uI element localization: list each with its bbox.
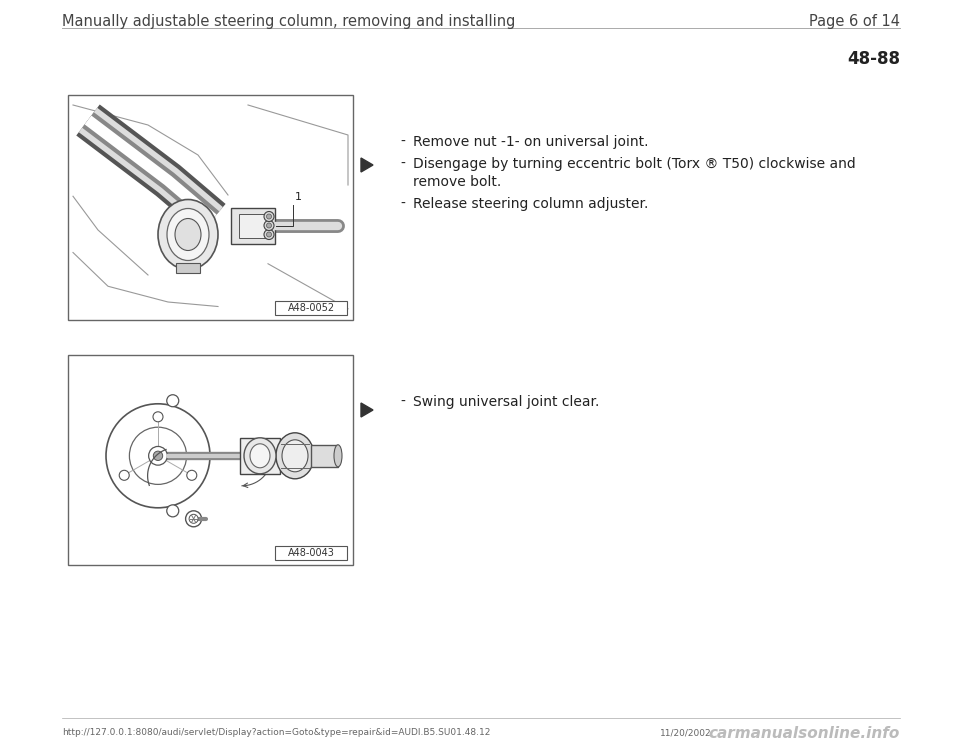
Bar <box>275 301 347 315</box>
Bar <box>176 263 200 272</box>
Circle shape <box>187 470 197 480</box>
Circle shape <box>167 505 179 517</box>
Ellipse shape <box>276 433 314 479</box>
Circle shape <box>154 451 162 461</box>
Ellipse shape <box>244 438 276 474</box>
Text: carmanualsonline.info: carmanualsonline.info <box>708 726 900 741</box>
Polygon shape <box>361 403 373 417</box>
Text: http://127.0.0.1:8080/audi/servlet/Display?action=Goto&type=repair&id=AUDI.B5.SU: http://127.0.0.1:8080/audi/servlet/Displ… <box>62 728 491 737</box>
Bar <box>275 546 347 560</box>
Circle shape <box>267 223 272 228</box>
Text: Release steering column adjuster.: Release steering column adjuster. <box>413 197 648 211</box>
Text: Swing universal joint clear.: Swing universal joint clear. <box>413 395 599 409</box>
Text: 11/20/2002: 11/20/2002 <box>660 728 711 737</box>
Text: -: - <box>400 157 405 171</box>
Bar <box>68 355 353 565</box>
Text: -: - <box>400 197 405 211</box>
Text: A48-0043: A48-0043 <box>288 548 334 558</box>
Ellipse shape <box>250 444 270 467</box>
Circle shape <box>264 229 274 240</box>
Ellipse shape <box>175 218 201 251</box>
Polygon shape <box>361 158 373 172</box>
Text: remove bolt.: remove bolt. <box>413 175 501 189</box>
Text: Page 6 of 14: Page 6 of 14 <box>809 14 900 29</box>
Circle shape <box>119 470 130 480</box>
Circle shape <box>264 211 274 222</box>
Text: Remove nut -1- on universal joint.: Remove nut -1- on universal joint. <box>413 135 649 149</box>
Circle shape <box>167 395 179 407</box>
Circle shape <box>267 232 272 237</box>
Circle shape <box>153 412 163 421</box>
Circle shape <box>106 404 210 508</box>
Bar <box>240 438 280 474</box>
Ellipse shape <box>185 510 202 527</box>
Circle shape <box>267 214 272 219</box>
Ellipse shape <box>282 440 308 472</box>
Circle shape <box>149 447 167 465</box>
Bar <box>231 208 275 243</box>
Bar <box>239 214 267 237</box>
Ellipse shape <box>334 444 342 467</box>
Bar <box>311 444 338 467</box>
Circle shape <box>130 427 186 485</box>
Text: -: - <box>400 135 405 149</box>
Text: A48-0052: A48-0052 <box>287 303 335 313</box>
Ellipse shape <box>158 200 218 269</box>
Text: Disengage by turning eccentric bolt (Torx ® T50) clockwise and: Disengage by turning eccentric bolt (Tor… <box>413 157 855 171</box>
Ellipse shape <box>189 514 198 523</box>
Text: 1: 1 <box>295 192 302 203</box>
Text: -: - <box>400 395 405 409</box>
Text: Manually adjustable steering column, removing and installing: Manually adjustable steering column, rem… <box>62 14 516 29</box>
Bar <box>68 95 353 320</box>
Circle shape <box>264 220 274 231</box>
Text: 48-88: 48-88 <box>847 50 900 68</box>
Ellipse shape <box>167 209 209 260</box>
